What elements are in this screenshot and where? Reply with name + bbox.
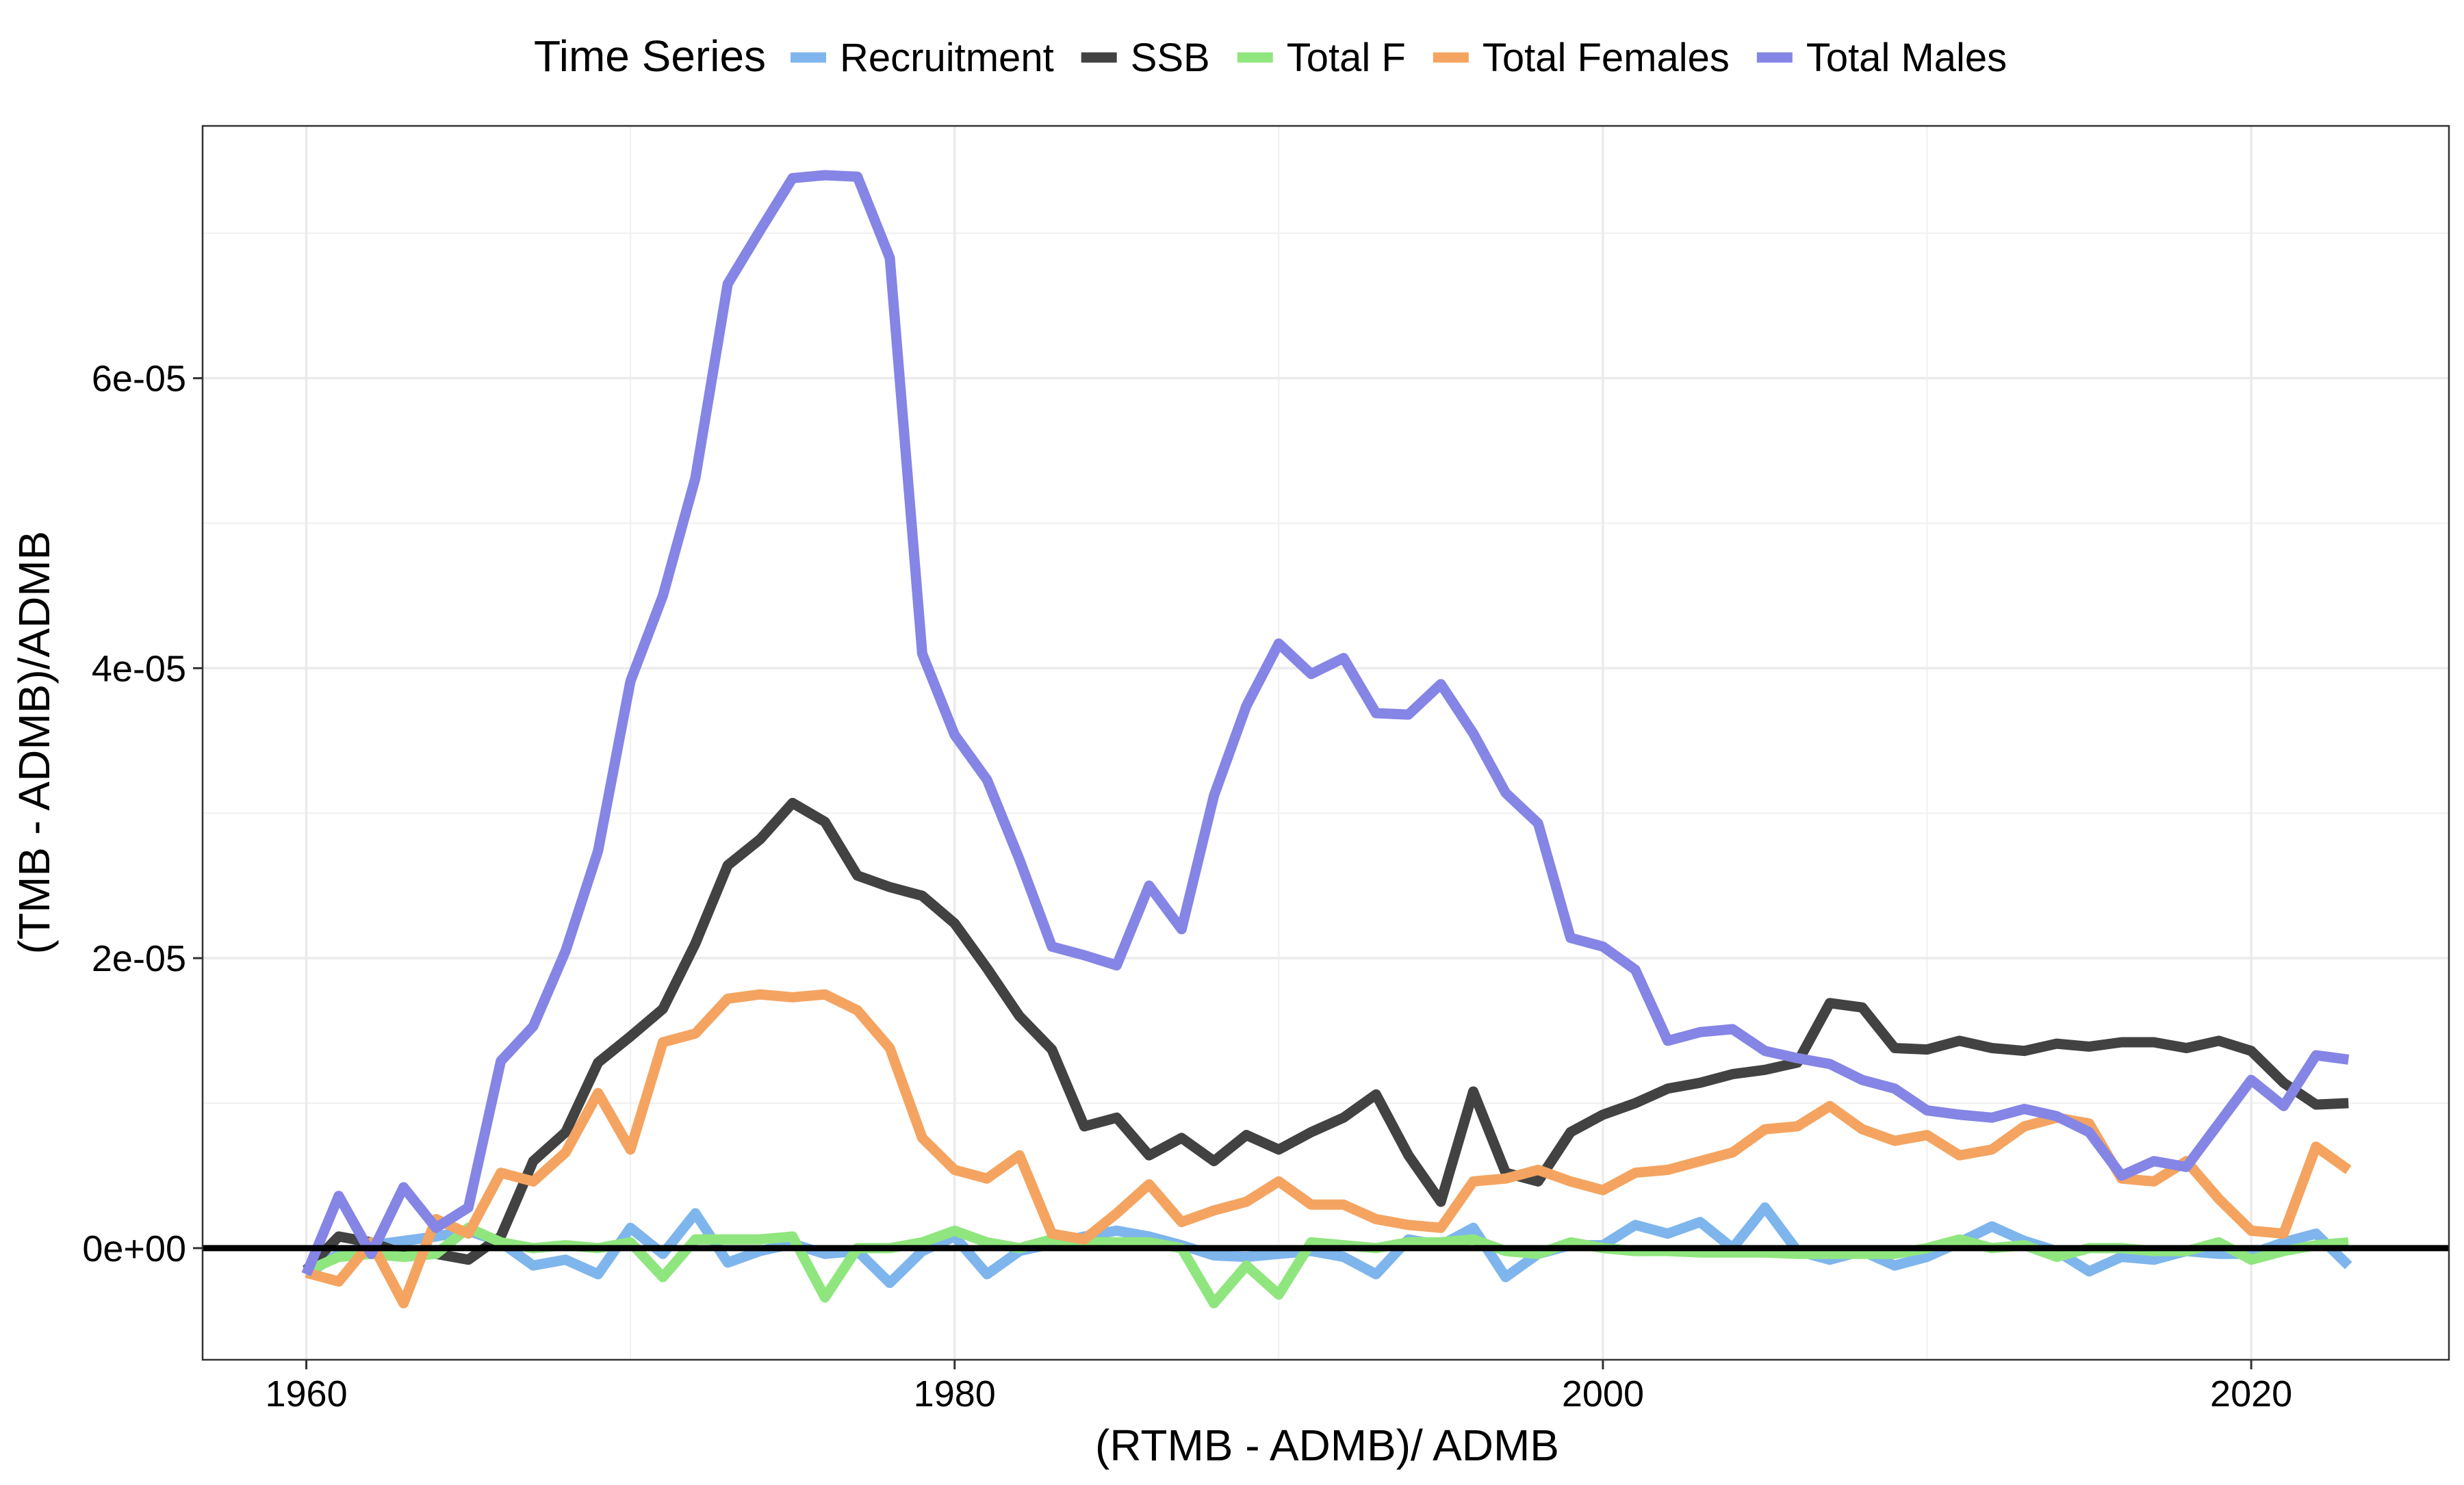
- legend-label: Total F: [1287, 36, 1406, 80]
- x-tick-label: 2020: [2210, 1373, 2292, 1415]
- x-axis: 1960 1980 2000 2020: [265, 1360, 2292, 1415]
- legend-label: Recruitment: [840, 36, 1054, 80]
- x-axis-title: (RTMB - ADMB)/ ADMB: [1095, 1421, 1559, 1470]
- series-line-ssb: [303, 797, 2349, 1274]
- y-axis: 0e+00 2e-05 4e-05 6e-05: [82, 359, 203, 1269]
- y-tick-label: 6e-05: [92, 359, 186, 400]
- y-tick-label: 2e-05: [92, 938, 186, 979]
- legend-label: SSB: [1131, 36, 1210, 80]
- series-line-recruitment: [303, 1202, 2352, 1289]
- legend-label: Total Males: [1806, 36, 2007, 80]
- plot-panel: [203, 126, 2449, 1360]
- legend: Time Series Recruitment SSB Total F Total F…: [534, 31, 2007, 81]
- x-tick-label: 1980: [914, 1373, 996, 1415]
- y-axis-title: (TMB - ADMB)/ADMB: [10, 531, 59, 955]
- legend-title: Time Series: [534, 31, 766, 81]
- series-line-total-males: [301, 170, 2350, 1276]
- series-line-total-females: [305, 989, 2352, 1308]
- legend-label: Total Females: [1483, 36, 1730, 80]
- x-tick-label: 2000: [1562, 1373, 1644, 1415]
- y-tick-label: 4e-05: [92, 648, 186, 689]
- x-tick-label: 1960: [265, 1373, 347, 1415]
- series-lines: [301, 170, 2352, 1308]
- plot-panel-border: [201, 125, 2450, 1361]
- y-tick-label: 0e+00: [82, 1228, 186, 1269]
